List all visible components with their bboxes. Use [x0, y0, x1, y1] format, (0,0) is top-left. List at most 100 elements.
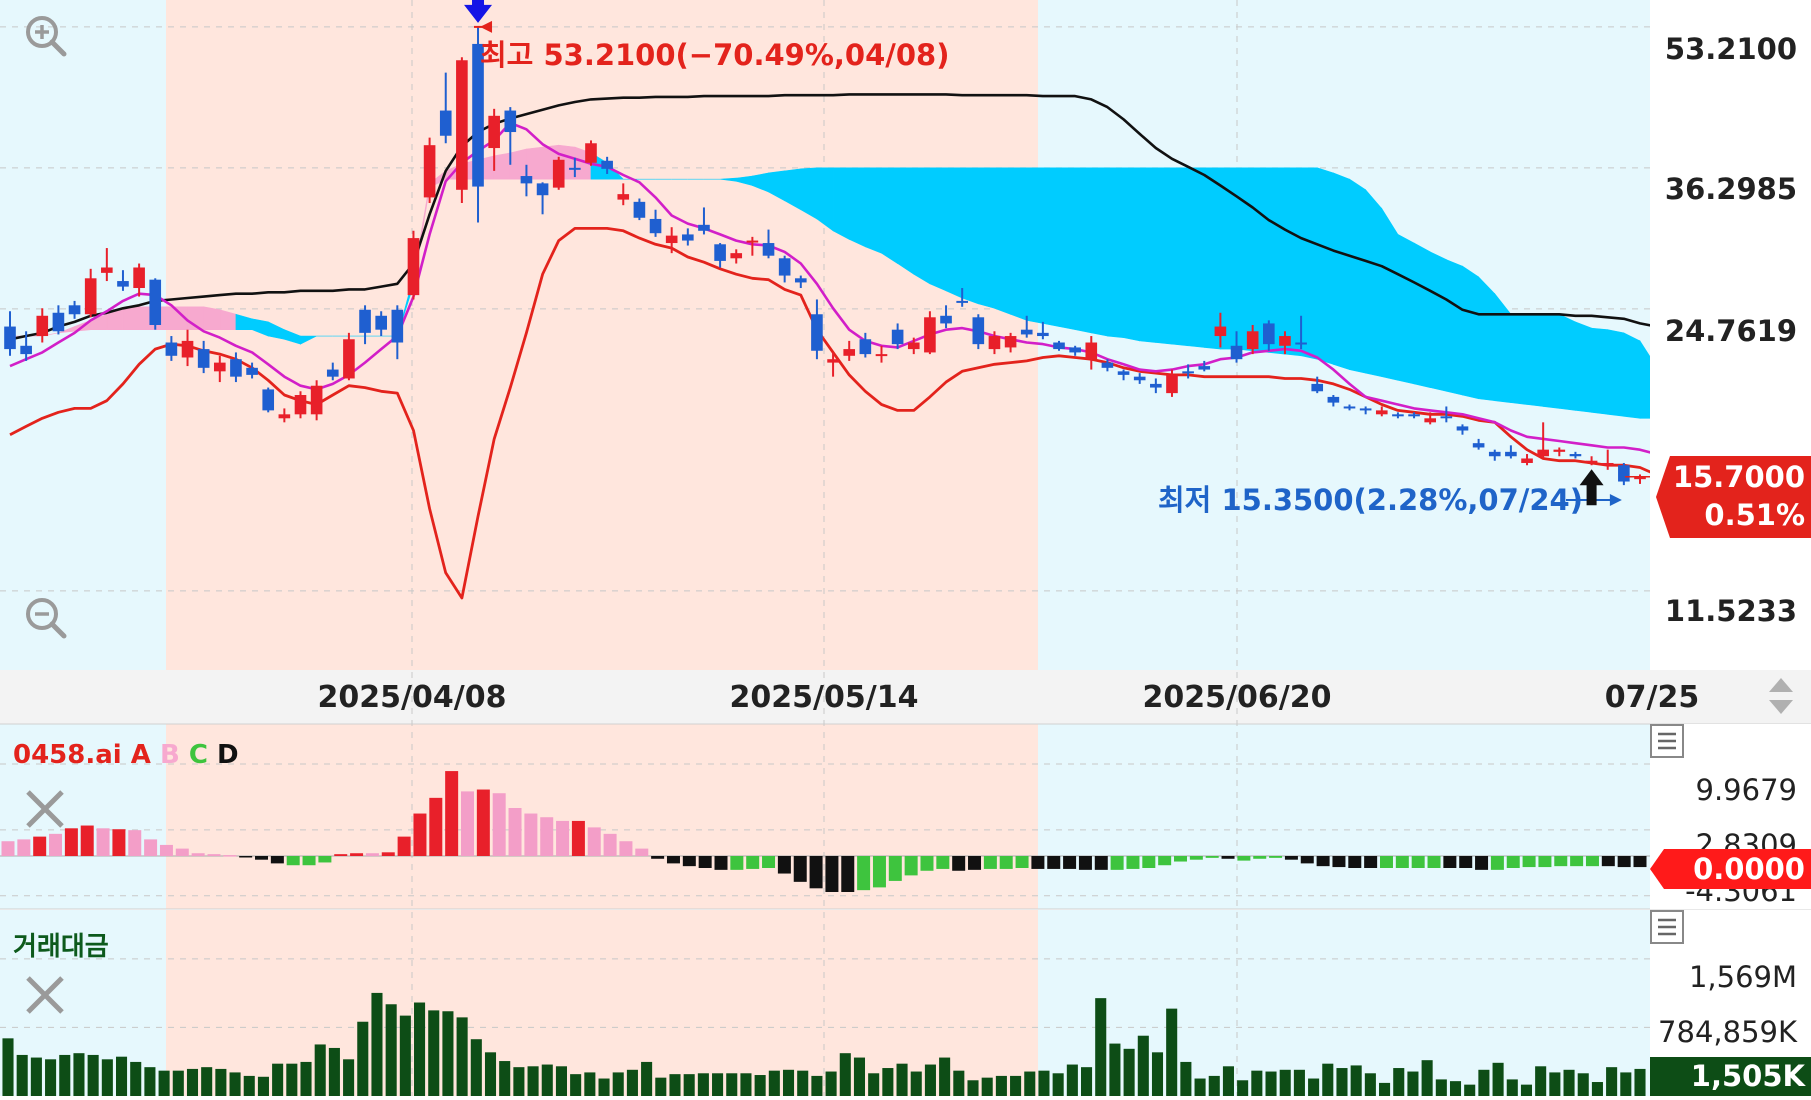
volume-bar	[981, 1077, 993, 1096]
indicator-badge-shape	[1650, 849, 1811, 889]
cloud-segment	[945, 167, 963, 299]
candle-body	[1295, 342, 1307, 345]
cloud-segment	[832, 167, 850, 240]
low-price-annotation: 최저 15.3500(2.28%,07/24)	[1158, 483, 1583, 517]
indicator-bar	[286, 856, 300, 866]
cloud-segment	[913, 167, 931, 285]
indicator-bar	[682, 856, 696, 867]
candle-body	[262, 389, 275, 411]
volume-value-badge: 1,505K	[1650, 1057, 1811, 1096]
cloud-segment	[1187, 167, 1205, 348]
candle-body	[1182, 371, 1194, 374]
candle-body	[827, 359, 839, 363]
close-icon	[26, 790, 64, 828]
series-line-red	[9, 227, 1674, 600]
indicator-bar	[1364, 856, 1378, 868]
volume-bar	[1066, 1064, 1078, 1096]
candle-body	[811, 314, 823, 351]
cloud-segment	[300, 335, 317, 345]
indicator-bar	[1475, 856, 1489, 870]
close-indicator-button[interactable]	[22, 786, 68, 832]
indicator-menu-button[interactable]	[1650, 724, 1684, 758]
candle-body	[68, 305, 81, 315]
price-badge-shape	[1656, 456, 1811, 538]
candle-body	[714, 244, 726, 261]
cloud-segment	[1349, 178, 1366, 374]
indicator-bar	[429, 797, 443, 856]
candle-body	[875, 354, 888, 357]
candle-body	[1505, 451, 1517, 457]
zoom-out-icon	[26, 598, 67, 639]
zoom-in-button[interactable]	[22, 12, 72, 62]
indicator-bar	[571, 820, 585, 856]
indicator-bar	[207, 854, 221, 856]
legend-c: C	[188, 740, 208, 770]
date-scroll-button[interactable]	[1762, 672, 1800, 720]
volume-bar	[1151, 1052, 1164, 1096]
indicator-bar	[1522, 856, 1536, 868]
candle-body	[4, 326, 16, 350]
zoom-in-icon	[26, 16, 67, 57]
date-axis-bar	[0, 670, 1811, 724]
cloud-segment	[526, 146, 543, 180]
volume-bar	[229, 1072, 241, 1096]
volume-bar	[641, 1061, 653, 1096]
cloud-segment	[1413, 242, 1431, 388]
candle-body	[310, 385, 323, 415]
volume-bar	[87, 1054, 99, 1096]
zoom-out-button[interactable]	[22, 594, 72, 644]
cloud-segment	[493, 152, 511, 180]
cloud-segment	[1010, 167, 1028, 321]
indicator-bar	[492, 793, 506, 856]
indicator-bar	[1617, 856, 1631, 868]
volume-bar	[201, 1067, 213, 1096]
indicator-bar	[80, 825, 94, 856]
volume-bar	[215, 1068, 227, 1096]
indicator-bar	[159, 844, 173, 856]
candle-body	[1214, 326, 1227, 337]
volume-bar	[740, 1073, 752, 1096]
close-volume-button[interactable]	[22, 972, 68, 1018]
candle-body	[988, 336, 1001, 350]
indicator-bar	[1395, 856, 1409, 868]
volume-bar	[541, 1064, 553, 1096]
candle-body	[278, 414, 291, 419]
y-tick-label: 53.2100	[1664, 32, 1797, 66]
volume-bar	[868, 1073, 880, 1096]
moving-average-lines	[9, 93, 1674, 600]
indicator-bar	[1459, 856, 1473, 868]
indicator-bar	[334, 854, 348, 856]
volume-bar	[612, 1072, 624, 1096]
volume-menu-button[interactable]	[1650, 910, 1684, 944]
volume-bar	[1109, 1043, 1121, 1096]
indicator-bar	[1031, 856, 1045, 869]
high-down-arrow-icon	[464, 0, 493, 23]
volume-bar	[2, 1038, 14, 1096]
candle-body	[1408, 414, 1420, 417]
volume-bar	[1364, 1073, 1376, 1096]
cloud-segment	[1478, 276, 1496, 402]
cloud-segment	[978, 167, 995, 309]
candle-body	[101, 267, 113, 273]
indicator-bar	[698, 856, 712, 868]
volume-bar	[286, 1063, 298, 1096]
candle-body	[843, 349, 856, 356]
volume-bar	[1549, 1072, 1561, 1096]
x-tick-label: 2025/06/20	[1142, 680, 1332, 715]
volume-bar	[896, 1063, 908, 1096]
volume-bar	[1123, 1048, 1135, 1096]
indicator-bar	[191, 853, 205, 856]
candle-body	[1053, 342, 1065, 350]
volume-bar	[683, 1074, 695, 1096]
volume-bar	[1293, 1069, 1305, 1096]
candle-body	[1569, 454, 1582, 457]
indicator-bar	[872, 856, 886, 888]
indicator-bar	[983, 856, 997, 869]
volume-bar	[626, 1069, 638, 1096]
cloud-segment	[1607, 329, 1625, 417]
volume-bar	[726, 1073, 738, 1096]
x-tick-label: 07/25	[1604, 680, 1700, 715]
price-annotations: 최고 53.2100(−70.49%,04/08) 최저 15.3500(2.2…	[464, 0, 1650, 517]
indicator-bar	[524, 813, 538, 856]
